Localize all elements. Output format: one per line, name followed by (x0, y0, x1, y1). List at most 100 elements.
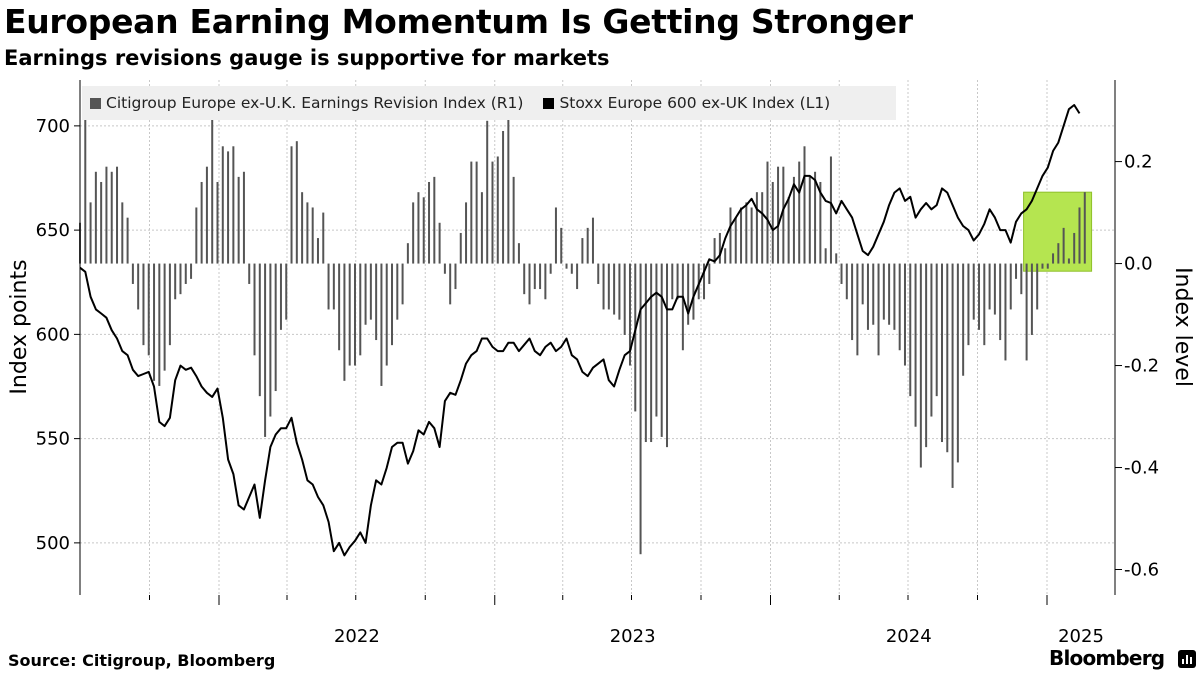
revision-bar (480, 192, 483, 264)
revision-bar (486, 120, 489, 264)
revision-bar (523, 263, 526, 295)
revision-bar (126, 217, 129, 264)
revision-bar (798, 161, 801, 264)
revision-bar (666, 263, 669, 448)
revision-bar (454, 263, 457, 290)
legend-label: Stoxx Europe 600 ex-UK Index (L1) (559, 94, 831, 112)
gridlines (80, 80, 1115, 595)
x-tick-label: 2023 (610, 626, 656, 647)
revision-bar (465, 202, 468, 264)
revision-bar (475, 161, 478, 264)
revision-bar (872, 263, 875, 325)
revision-bar (777, 166, 780, 264)
tick-label-left: 500 (36, 533, 70, 554)
tick-label-left: 600 (36, 324, 70, 345)
revision-bars (79, 115, 1086, 555)
revision-bar (227, 151, 230, 264)
revision-bar (692, 263, 695, 320)
tick-label-right: -0.6 (1124, 560, 1159, 581)
revision-bar (142, 263, 145, 346)
revision-bar (295, 141, 298, 264)
revision-bar (470, 161, 473, 264)
revision-bar (311, 207, 314, 264)
revision-bar (660, 263, 663, 437)
revision-bar (1078, 207, 1081, 264)
revision-bar (248, 263, 251, 284)
revision-bar (925, 263, 928, 448)
revision-bar (316, 238, 319, 264)
revision-bar (808, 176, 811, 264)
revision-bar (824, 248, 827, 264)
revision-bar (290, 146, 293, 264)
revision-bar (988, 263, 991, 310)
revision-bar (745, 202, 748, 264)
revision-bar (591, 217, 594, 264)
revision-bar (1041, 263, 1044, 269)
revision-bar (168, 263, 171, 346)
revision-bar (787, 197, 790, 264)
revision-bar (1057, 243, 1060, 264)
revision-bar (359, 263, 362, 356)
revision-bar (428, 181, 431, 264)
revision-bar (602, 263, 605, 310)
revision-bar (517, 243, 520, 264)
revision-bar (221, 146, 224, 264)
revision-bar (369, 263, 372, 320)
revision-bar (84, 115, 87, 264)
revision-bar (1004, 263, 1007, 361)
revision-bar (131, 263, 134, 284)
tick-label-right: 0.2 (1124, 152, 1153, 173)
revision-bar (999, 263, 1002, 341)
revision-bar (417, 192, 420, 264)
revision-bar (840, 263, 843, 284)
revision-bar (406, 243, 409, 264)
revision-bar (539, 263, 542, 290)
revision-bar (163, 263, 166, 371)
axes: 500 550 600 650 700 0.2 0.0 -0.2 -0.4 -0.6 2022 202… (36, 80, 1159, 647)
revision-bar (264, 263, 267, 437)
revision-bar (576, 263, 579, 290)
revision-bar (671, 263, 674, 300)
revision-bar (396, 263, 399, 320)
revision-bar (327, 263, 330, 310)
revision-bar (158, 263, 161, 386)
revision-bar (258, 263, 261, 397)
revision-bar (634, 263, 637, 412)
revision-bar (401, 263, 404, 305)
revision-bar (496, 156, 499, 264)
revision-bar (623, 263, 626, 335)
revision-bar (903, 263, 906, 366)
stoxx-line (79, 104, 1081, 557)
revision-bar (644, 263, 647, 443)
revision-bar (687, 263, 690, 325)
revision-bar (195, 207, 198, 264)
revision-bar (935, 263, 938, 397)
revision-bar (184, 263, 187, 284)
revision-bar (391, 263, 394, 346)
revision-bar (147, 263, 150, 356)
legend-item-stoxx-index: Stoxx Europe 600 ex-UK Index (L1) (543, 94, 830, 112)
revision-bar (650, 263, 653, 443)
revision-bar (528, 263, 531, 305)
revision-bar (269, 263, 272, 417)
revision-bar (94, 171, 97, 264)
revision-bar (364, 263, 367, 325)
revision-bar (306, 202, 309, 264)
revision-bar (740, 207, 743, 264)
revision-bar (919, 263, 922, 468)
y-axis-label-right: Index level (1170, 267, 1195, 387)
revision-bar (718, 232, 721, 264)
revision-bar (586, 227, 589, 264)
revision-bar (967, 263, 970, 346)
revision-bar (708, 263, 711, 284)
revision-bar (301, 192, 304, 264)
brand-logo: Bloomberg (1049, 646, 1165, 670)
revision-bar (242, 171, 245, 264)
revision-bar (956, 263, 959, 463)
tick-label-right: -0.2 (1124, 356, 1159, 377)
legend: Citigroup Europe ex-U.K. Earnings Revisi… (82, 86, 896, 120)
revision-bar (940, 263, 943, 443)
revision-bar (882, 263, 885, 320)
revision-bar (237, 176, 240, 264)
